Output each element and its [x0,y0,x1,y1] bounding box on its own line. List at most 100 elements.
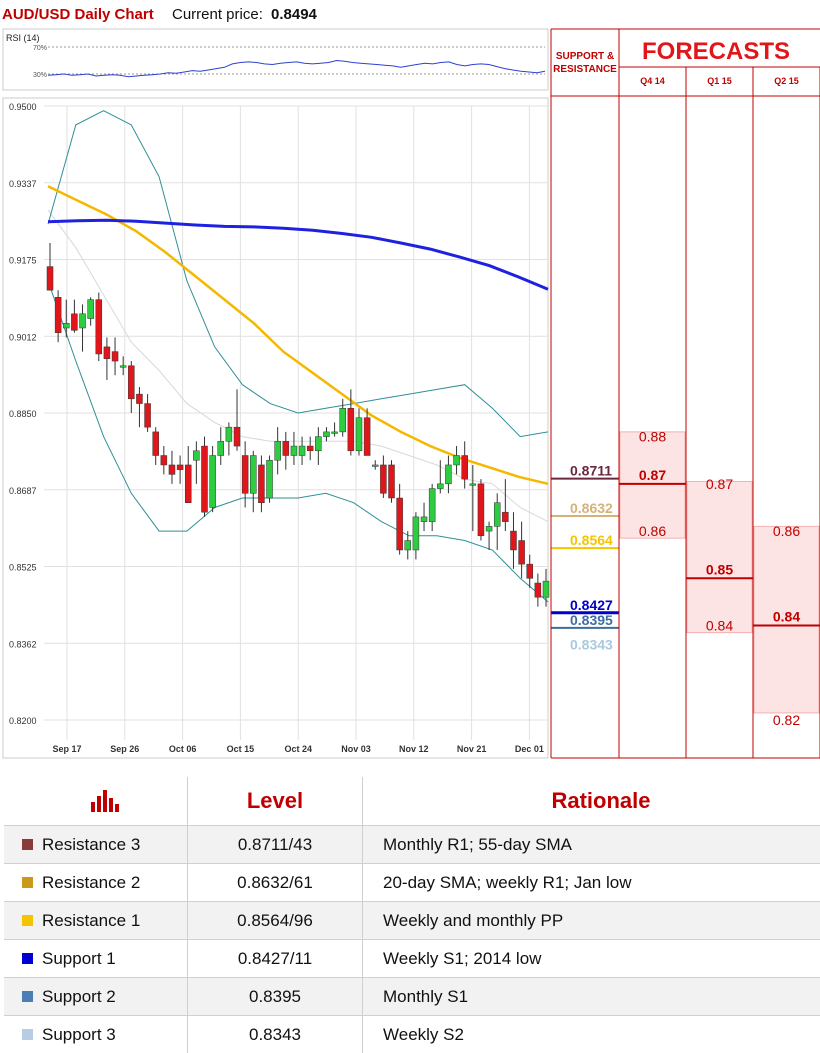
candle-body [356,418,362,451]
row-rationale: 20-day SMA; weekly R1; Jan low [363,864,820,902]
candle-body [421,517,427,522]
candle-body [527,564,533,578]
row-name: Resistance 3 [4,826,188,864]
sr-header-line1: SUPPORT & [556,51,614,62]
candle-body [389,465,395,498]
fc-range-label: 0.87 [706,476,733,492]
row-name: Resistance 1 [4,902,188,940]
rsi-panel [3,29,548,90]
bar-chart-icon [89,784,119,812]
candle-body [201,446,207,512]
row-level: 0.8632/61 [188,864,363,902]
fc-quarter-label: Q1 15 [707,76,732,86]
candle-body [128,366,134,399]
level-label-sup3: 0.8343 [570,636,613,652]
candle-body [145,404,151,428]
fc-central-label: 0.85 [706,561,733,577]
row-rationale: Weekly S2 [363,1016,820,1053]
candle-body [486,526,492,531]
fc-range-label: 0.88 [639,429,666,445]
x-tick-label: Oct 24 [284,744,312,754]
x-tick-label: Nov 03 [341,744,371,754]
sr-header-line2: RESISTANCE [553,64,617,75]
candle-body [218,441,224,455]
candle-body [519,541,525,565]
candle-body [242,456,248,494]
candle-body [470,484,476,486]
candle-body [535,583,541,597]
level-swatch [22,915,33,926]
candle-body [348,408,354,451]
candle-body [120,366,126,368]
y-tick-label: 0.9012 [9,332,37,342]
candle-body [177,465,183,470]
y-tick-label: 0.8687 [9,486,37,496]
level-swatch [22,877,33,888]
fc-range-label: 0.86 [773,523,800,539]
row-level: 0.8564/96 [188,902,363,940]
row-level: 0.8395 [188,978,363,1016]
row-name: Support 2 [4,978,188,1016]
candle-body [437,484,443,489]
candle-body [429,489,435,522]
candle-body [332,432,338,434]
chart-area: AUD/USD Daily Chart Current price: 0.849… [0,0,820,770]
candle-body [299,446,305,455]
candle-body [315,437,321,451]
y-tick-label: 0.8525 [9,563,37,573]
level-label-res3: 0.8711 [570,463,612,479]
candle-body [283,441,289,455]
level-label-sup1: 0.8427 [570,597,613,613]
row-name: Support 3 [4,1016,188,1053]
candle-body [445,465,451,484]
x-tick-label: Oct 15 [227,744,255,754]
row-rationale: Weekly and monthly PP [363,902,820,940]
candle-body [340,408,346,432]
candle-body [267,460,273,498]
candle-body [494,503,500,527]
candle-body [397,498,403,550]
candle-body [136,394,142,403]
candle-body [291,446,297,455]
candle-body [543,581,549,597]
fc-central-label: 0.84 [773,609,800,625]
fc-quarter-label: Q2 15 [774,76,799,86]
row-name: Resistance 2 [4,864,188,902]
candle-body [96,300,102,354]
candle-body [250,456,256,494]
row-level: 0.8343 [188,1016,363,1053]
x-tick-label: Oct 06 [169,744,197,754]
candle-body [275,441,281,460]
row-rationale: Weekly S1; 2014 low [363,940,820,978]
candle-body [323,432,329,437]
candle-body [80,314,86,328]
level-swatch [22,839,33,850]
candle-body [258,465,264,503]
table-header-rationale: Rationale [363,777,820,826]
y-tick-label: 0.8200 [9,716,37,726]
candle-body [210,456,216,508]
candle-body [234,427,240,446]
candle-body [63,323,69,328]
x-tick-label: Nov 12 [399,744,429,754]
candle-body [104,347,110,359]
candle-body [193,451,199,460]
candle-body [364,418,370,456]
row-name: Support 1 [4,940,188,978]
candle-body [55,297,61,332]
table-header-icon-cell [4,777,188,826]
fc-range-label: 0.84 [706,618,733,634]
row-level: 0.8711/43 [188,826,363,864]
y-tick-label: 0.9500 [9,102,37,112]
price-panel [3,98,548,758]
candle-body [462,456,468,480]
level-swatch [22,953,33,964]
x-tick-label: Dec 01 [515,744,544,754]
candle-body [185,465,191,503]
candle-body [161,456,167,465]
candle-body [169,465,175,474]
level-swatch [22,991,33,1002]
